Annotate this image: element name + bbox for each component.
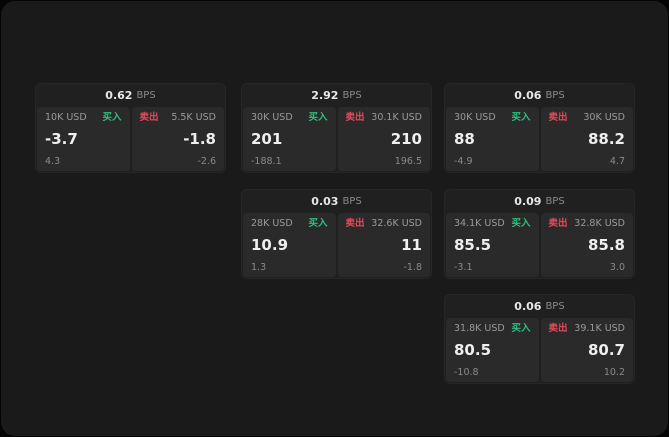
sell-size: 5.5K USD	[171, 112, 216, 123]
sell-label: 卖出	[345, 112, 365, 123]
buy-sub-value: -10.8	[454, 366, 479, 378]
buy-panel[interactable]: 28K USD 买入 10.9 1.3	[243, 213, 336, 277]
sell-panel[interactable]: 卖出 32.6K USD 11 -1.8	[337, 213, 430, 277]
sell-price: 85.8	[587, 236, 625, 255]
spread-value: 0.62	[105, 88, 133, 102]
sell-size: 39.1K USD	[574, 323, 625, 334]
sell-price: 88.2	[587, 130, 625, 149]
spread-header: 0.62 BPS	[37, 83, 224, 107]
sell-label: 卖出	[548, 112, 568, 123]
sell-size: 32.8K USD	[574, 218, 625, 229]
buy-panel[interactable]: 30K USD 买入 201 -188.1	[243, 107, 336, 171]
buy-label: 买入	[511, 323, 531, 334]
quote-panels: 31.8K USD 买入 80.5 -10.8 卖出 39.1K USD 80.…	[446, 318, 633, 382]
spread-header: 0.06 BPS	[446, 83, 633, 107]
buy-price: 10.9	[251, 236, 289, 255]
spread-value: 0.03	[311, 194, 339, 208]
buy-size: 31.8K USD	[454, 323, 505, 334]
buy-price: -3.7	[45, 130, 78, 149]
buy-size: 10K USD	[45, 112, 87, 123]
quote-card: 2.92 BPS 30K USD 买入 201 -188.1 卖出 30.1K …	[241, 83, 432, 173]
sell-panel[interactable]: 卖出 30.1K USD 210 196.5	[337, 107, 430, 171]
buy-sub-value: -4.9	[454, 155, 473, 167]
buy-label: 买入	[511, 112, 531, 123]
buy-price: 80.5	[454, 341, 492, 360]
spread-value: 0.06	[514, 88, 542, 102]
buy-sub-value: -3.1	[454, 261, 473, 273]
buy-panel[interactable]: 31.8K USD 买入 80.5 -10.8	[446, 318, 539, 382]
sell-panel[interactable]: 卖出 32.8K USD 85.8 3.0	[540, 213, 633, 277]
bps-label: BPS	[342, 195, 362, 207]
buy-label: 买入	[511, 218, 531, 229]
bps-label: BPS	[545, 300, 565, 312]
sell-price: -1.8	[183, 130, 216, 149]
quote-card: 0.62 BPS 10K USD 买入 -3.7 4.3 卖出 5.5K USD…	[35, 83, 226, 173]
sell-sub-value: -1.8	[403, 261, 422, 273]
buy-sub-value: -188.1	[251, 155, 282, 167]
buy-label: 买入	[102, 112, 122, 123]
quote-panels: 28K USD 买入 10.9 1.3 卖出 32.6K USD 11 -1.8	[243, 213, 430, 277]
buy-price: 201	[251, 130, 283, 149]
sell-label: 卖出	[548, 218, 568, 229]
spread-header: 0.03 BPS	[243, 189, 430, 213]
sell-size: 30K USD	[583, 112, 625, 123]
spread-value: 0.06	[514, 299, 542, 313]
buy-sub-value: 1.3	[251, 261, 267, 273]
sell-label: 卖出	[548, 323, 568, 334]
spread-header: 0.09 BPS	[446, 189, 633, 213]
buy-panel[interactable]: 10K USD 买入 -3.7 4.3	[37, 107, 130, 171]
quote-card: 0.09 BPS 34.1K USD 买入 85.5 -3.1 卖出 32.8K…	[444, 189, 635, 279]
sell-panel[interactable]: 卖出 30K USD 88.2 4.7	[540, 107, 633, 171]
buy-size: 34.1K USD	[454, 218, 505, 229]
sell-panel[interactable]: 卖出 5.5K USD -1.8 -2.6	[131, 107, 224, 171]
spread-header: 2.92 BPS	[243, 83, 430, 107]
sell-size: 32.6K USD	[371, 218, 422, 229]
sell-price: 80.7	[587, 341, 625, 360]
sell-sub-value: 4.7	[609, 155, 625, 167]
buy-size: 30K USD	[454, 112, 496, 123]
quote-card: 0.06 BPS 30K USD 买入 88 -4.9 卖出 30K USD 8…	[444, 83, 635, 173]
buy-size: 30K USD	[251, 112, 293, 123]
sell-price: 11	[401, 236, 422, 255]
sell-price: 210	[390, 130, 422, 149]
quote-panels: 10K USD 买入 -3.7 4.3 卖出 5.5K USD -1.8 -2.…	[37, 107, 224, 171]
buy-label: 买入	[308, 218, 328, 229]
sell-label: 卖出	[139, 112, 159, 123]
buy-label: 买入	[308, 112, 328, 123]
buy-price: 88	[454, 130, 475, 149]
quote-panels: 34.1K USD 买入 85.5 -3.1 卖出 32.8K USD 85.8…	[446, 213, 633, 277]
bps-label: BPS	[342, 89, 362, 101]
spread-value: 0.09	[514, 194, 542, 208]
quote-panels: 30K USD 买入 201 -188.1 卖出 30.1K USD 210 1…	[243, 107, 430, 171]
bps-label: BPS	[545, 89, 565, 101]
bps-label: BPS	[545, 195, 565, 207]
quote-card: 0.03 BPS 28K USD 买入 10.9 1.3 卖出 32.6K US…	[241, 189, 432, 279]
buy-price: 85.5	[454, 236, 492, 255]
sell-panel[interactable]: 卖出 39.1K USD 80.7 10.2	[540, 318, 633, 382]
quote-panels: 30K USD 买入 88 -4.9 卖出 30K USD 88.2 4.7	[446, 107, 633, 171]
sell-sub-value: 196.5	[394, 155, 422, 167]
sell-size: 30.1K USD	[371, 112, 422, 123]
sell-sub-value: -2.6	[197, 155, 216, 167]
bps-label: BPS	[136, 89, 156, 101]
quote-card: 0.06 BPS 31.8K USD 买入 80.5 -10.8 卖出 39.1…	[444, 294, 635, 384]
buy-panel[interactable]: 34.1K USD 买入 85.5 -3.1	[446, 213, 539, 277]
spread-header: 0.06 BPS	[446, 294, 633, 318]
sell-sub-value: 3.0	[609, 261, 625, 273]
spread-value: 2.92	[311, 88, 339, 102]
buy-panel[interactable]: 30K USD 买入 88 -4.9	[446, 107, 539, 171]
buy-sub-value: 4.3	[45, 155, 61, 167]
buy-size: 28K USD	[251, 218, 293, 229]
sell-sub-value: 10.2	[603, 366, 625, 378]
sell-label: 卖出	[345, 218, 365, 229]
